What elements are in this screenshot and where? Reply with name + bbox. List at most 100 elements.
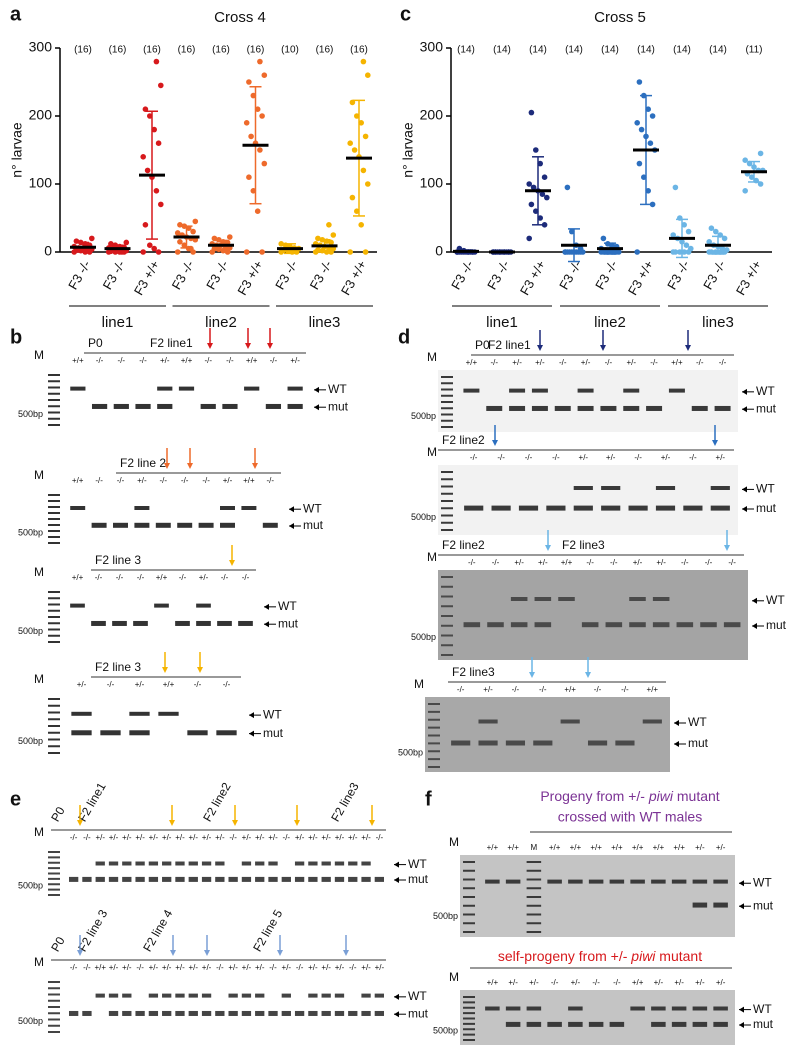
data-point [347,249,354,255]
lane-label: +/- [162,963,172,972]
data-point [672,249,679,255]
data-point [530,184,537,191]
gel-heading: F2 line1 [150,336,193,350]
wt-band [573,486,593,490]
lane-label: +/- [716,453,726,462]
ladder-band [48,622,60,625]
lane-label: +/+ [673,843,685,852]
mut-band [374,876,385,882]
lane-label: +/- [529,978,539,987]
f-heading-top-2: crossed with WT males [558,809,702,825]
lane-label: -/- [634,453,642,462]
mut-band [91,522,107,528]
wt-band [95,861,105,866]
lane-label: +/- [175,833,185,842]
data-point [360,167,367,174]
data-point [713,228,719,235]
mut-band [255,1010,265,1016]
data-point [250,92,257,99]
ladder-band [441,624,453,627]
lane-label: +/- [361,963,371,972]
lane-label: +/+ [647,685,659,694]
mut-band [201,1010,212,1016]
mut-band [198,522,214,528]
data-point [526,235,532,242]
n-label: (16) [247,45,265,56]
gel [460,990,735,1045]
ladder-band [48,536,60,538]
ladder-band [463,996,475,998]
wt-band [485,1006,500,1011]
data-point [192,218,199,225]
data-point [227,234,233,240]
band-arrow-head [739,903,744,910]
x-tick-label: F3 +/+ [517,258,549,298]
data-point [537,215,543,221]
ladder-band [441,500,453,502]
mut-band [68,876,79,882]
group-label: line1 [102,314,134,331]
wt-band [162,861,172,866]
mut-band [334,1010,345,1016]
data-point [685,228,692,235]
data-point [719,245,726,252]
lane-arrow-head [267,343,273,349]
wt-band [505,879,521,884]
size-label: 500bp [18,881,43,891]
mut-band [505,740,526,746]
lane-label: -/- [525,453,533,462]
wt-band [547,879,562,884]
data-point [177,239,183,245]
mut-band [228,876,238,882]
ladder-band [441,376,453,378]
data-point [562,249,568,255]
lane-label: -/- [296,963,304,972]
ladder-band [428,726,440,729]
ladder-band [463,1028,475,1031]
y-tick-label: 200 [420,107,444,123]
lane-label: +/+ [590,843,602,852]
ladder-band [48,987,60,990]
wt-band [531,388,548,393]
ladder-band [48,981,60,983]
size-label: 500bp [411,411,436,421]
chart-title: Cross 5 [594,9,646,26]
lane-label: -/- [559,358,567,367]
mut-band [175,620,190,626]
band-arrow-head [394,877,399,883]
wt-band [560,719,580,724]
data-point [539,191,546,197]
data-point [142,222,149,228]
lane-label: +/- [535,358,545,367]
lane-label: +/- [122,833,132,842]
band-arrow-head [742,486,747,493]
n-label: (14) [637,45,655,56]
wt-label: WT [756,384,775,398]
mut-label: mut [753,1017,774,1031]
size-label: 500bp [18,626,43,636]
data-point [354,113,360,119]
n-label: (10) [281,45,299,56]
lane-label: -/- [468,558,476,567]
lane-label: +/+ [632,843,644,852]
wt-band [713,879,728,884]
group-label: line3 [309,314,341,331]
ladder-band [463,1012,475,1015]
data-point [257,147,263,153]
lane-arrow-head [77,950,83,956]
mut-band [108,876,119,882]
ladder-band [441,507,453,510]
x-tick-label: F3 -/- [448,258,477,292]
data-point [246,79,252,85]
mut-band [723,622,741,628]
gel [45,488,285,548]
mut-band [710,505,730,511]
lane-label: +/+ [156,573,168,582]
ladder-band [48,524,60,526]
data-point [742,157,748,163]
lane-label: -/- [696,358,704,367]
x-tick-label: F3 -/- [65,258,94,292]
lane-label: +/+ [94,963,106,972]
mut-band [546,505,566,511]
